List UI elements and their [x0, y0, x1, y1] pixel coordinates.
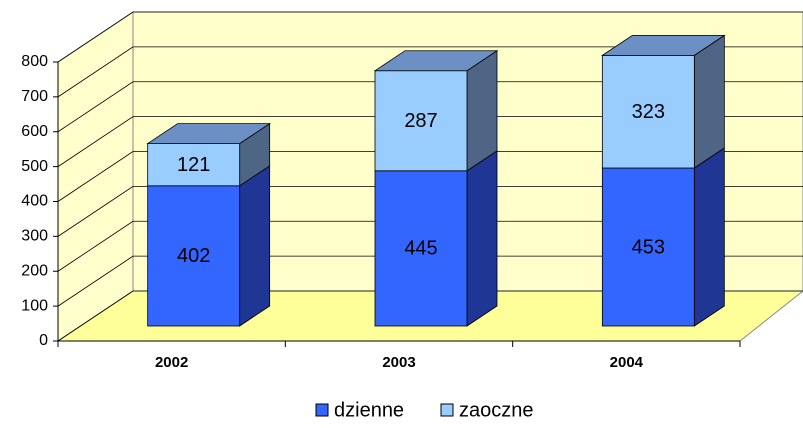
legend-swatch: [440, 403, 454, 417]
grid-line: [57, 11, 803, 63]
value-label: 323: [632, 101, 665, 123]
x-tick-label: 2004: [610, 354, 644, 371]
bar: [601, 167, 695, 327]
legend-swatch: [315, 403, 329, 417]
y-tick-label: 400: [21, 193, 48, 210]
bar: [147, 185, 241, 327]
y-tick-label: 500: [21, 158, 48, 175]
value-label: 445: [404, 238, 437, 260]
bar-top: [146, 123, 271, 145]
grid-line: [57, 151, 803, 202]
bar-side: [466, 49, 498, 172]
grid-line: [57, 185, 803, 237]
legend-label: dzienne: [334, 399, 404, 421]
y-tick-label: 100: [21, 297, 48, 314]
grid-line: [57, 81, 803, 133]
bar: [374, 70, 468, 172]
grid-line: [57, 290, 803, 342]
grid-line: [57, 220, 803, 272]
bar: [374, 170, 468, 327]
bar-side: [239, 165, 271, 327]
bar-side: [693, 147, 725, 327]
y-tick-label: 600: [21, 123, 48, 140]
grid-line: [57, 116, 803, 167]
y-tick-label: 0: [39, 332, 48, 349]
bar-side: [466, 150, 498, 327]
bar-top: [601, 34, 726, 56]
value-label: 121: [177, 154, 210, 176]
y-tick-label: 200: [21, 262, 48, 279]
y-tick-label: 700: [21, 88, 48, 105]
y-tick-label: 300: [21, 228, 48, 245]
bar-top: [373, 50, 499, 72]
x-tick-label: 2003: [382, 354, 415, 371]
bar: [601, 54, 695, 169]
value-label: 453: [632, 236, 665, 258]
bar: [147, 143, 241, 187]
legend-label: zaoczne: [459, 399, 534, 421]
y-tick-label: 800: [21, 53, 48, 70]
value-label: 287: [404, 110, 437, 132]
x-tick-label: 2002: [155, 354, 188, 371]
value-label: 402: [177, 245, 210, 267]
grid-line: [57, 255, 803, 307]
bar-side: [693, 34, 725, 169]
grid-line: [57, 46, 803, 98]
